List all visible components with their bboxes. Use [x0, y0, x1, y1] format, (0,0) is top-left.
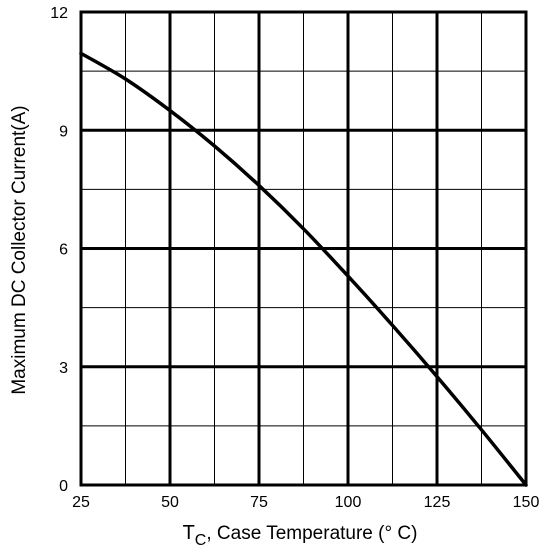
x-axis-label: TC, Case Temperature (° C): [183, 522, 418, 549]
y-tick-label: 3: [59, 360, 68, 377]
x-tick-label: 150: [513, 494, 540, 511]
y-tick-labels: 0 3 6 9 12: [50, 5, 68, 495]
x-axis-label-main: T: [183, 522, 195, 544]
y-tick-label: 0: [59, 478, 68, 495]
y-tick-label: 6: [59, 242, 68, 259]
x-tick-label: 25: [72, 494, 90, 511]
x-axis-label-subscript: C: [195, 532, 207, 549]
series-line: [79, 51, 528, 487]
x-tick-labels: 25 50 75 100 125 150: [72, 494, 539, 511]
x-axis-label-rest: , Case Temperature (° C): [206, 523, 417, 544]
x-tick-label: 125: [424, 494, 451, 511]
x-tick-label: 75: [250, 494, 268, 511]
y-axis-label: Maximum DC Collector Current(A): [9, 105, 30, 394]
major-gridlines: [81, 12, 526, 485]
y-tick-label: 12: [50, 5, 68, 22]
x-tick-label: 50: [161, 494, 179, 511]
x-tick-label: 100: [335, 494, 362, 511]
y-tick-label: 9: [59, 123, 68, 140]
plot-frame: [79, 10, 528, 487]
